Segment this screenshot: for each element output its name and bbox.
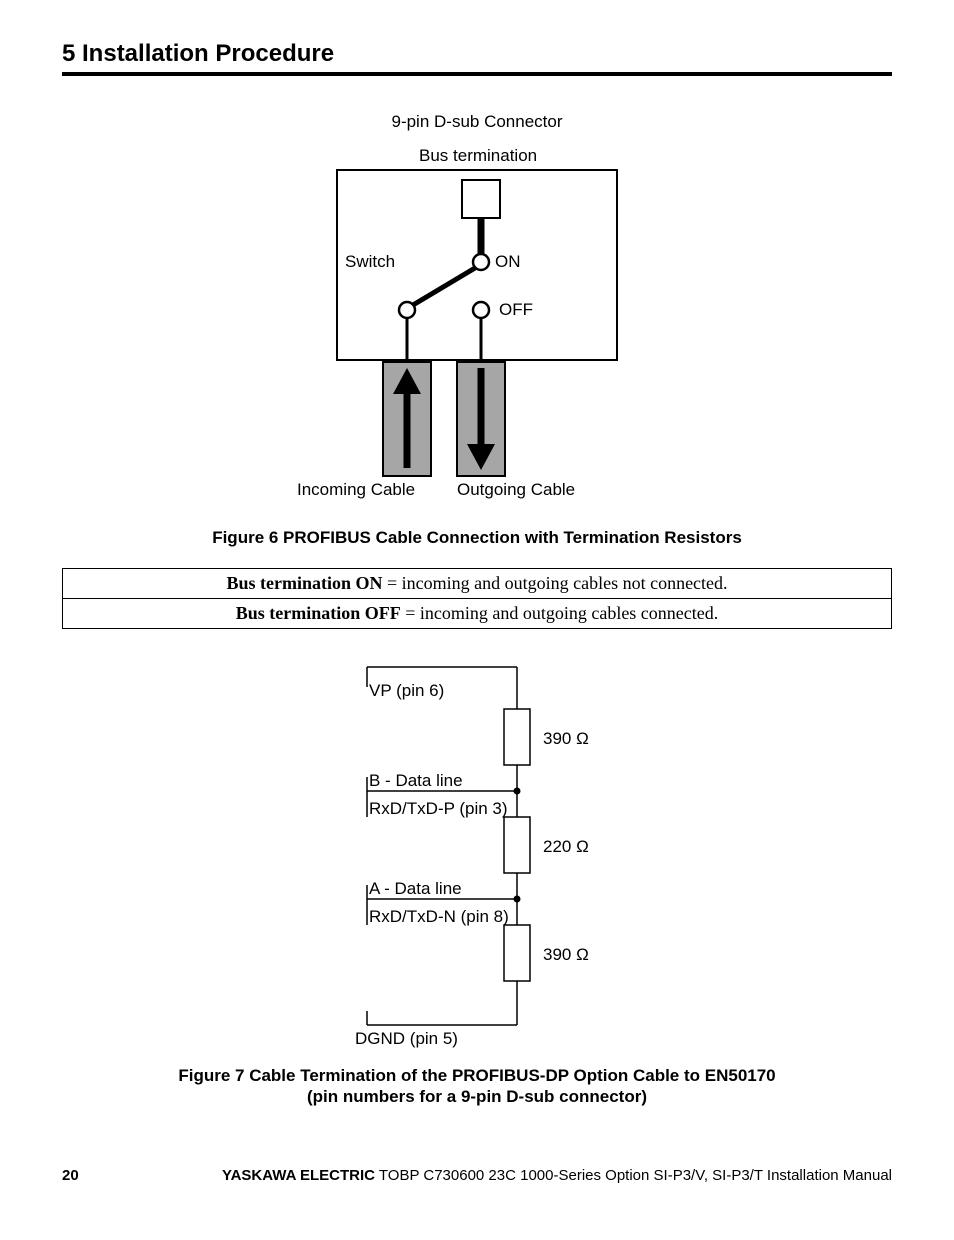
figure7-caption-line1: Figure 7 Cable Termination of the PROFIB…: [178, 1066, 775, 1085]
label-rxd-txd-n: RxD/TxD-N (pin 8): [369, 907, 509, 927]
footer-brand: YASKAWA ELECTRIC: [222, 1167, 375, 1184]
figure6-caption: Figure 6 PROFIBUS Cable Connection with …: [62, 528, 892, 548]
term-on-text: = incoming and outgoing cables not conne…: [382, 573, 727, 593]
figure7-svg: [307, 657, 647, 1057]
termination-table: Bus termination ON = incoming and outgoi…: [62, 568, 892, 629]
label-r390-top: 390 Ω: [543, 729, 589, 749]
figure6-diagram: Bus termination Switch ON OFF Incoming C…: [267, 140, 687, 520]
label-incoming-cable: Incoming Cable: [297, 480, 415, 500]
label-a-data-line: A - Data line: [369, 879, 462, 899]
label-dgnd: DGND (pin 5): [355, 1029, 458, 1049]
figure7-diagram: VP (pin 6) 390 Ω B - Data line RxD/TxD-P…: [307, 657, 647, 1057]
label-off: OFF: [499, 300, 533, 320]
page-number: 20: [62, 1167, 79, 1184]
table-row: Bus termination ON = incoming and outgoi…: [63, 569, 892, 599]
figure6-svg: [267, 140, 687, 520]
label-outgoing-cable: Outgoing Cable: [457, 480, 575, 500]
doc-line: YASKAWA ELECTRIC TOBP C730600 23C 1000-S…: [222, 1167, 892, 1184]
figure7-caption: Figure 7 Cable Termination of the PROFIB…: [62, 1065, 892, 1108]
section-heading: 5 Installation Procedure: [62, 40, 892, 76]
figure6-title-top: 9-pin D-sub Connector: [62, 112, 892, 132]
label-bus-termination: Bus termination: [419, 146, 537, 166]
term-off-bold: Bus termination OFF: [236, 603, 401, 623]
label-vp: VP (pin 6): [369, 681, 444, 701]
label-on: ON: [495, 252, 521, 272]
term-on-bold: Bus termination ON: [226, 573, 382, 593]
table-row: Bus termination OFF = incoming and outgo…: [63, 599, 892, 629]
label-switch: Switch: [345, 252, 395, 272]
label-b-data-line: B - Data line: [369, 771, 463, 791]
footer-doc: TOBP C730600 23C 1000-Series Option SI-P…: [375, 1167, 892, 1184]
label-r220: 220 Ω: [543, 837, 589, 857]
term-off-text: = incoming and outgoing cables connected…: [401, 603, 719, 623]
label-rxd-txd-p: RxD/TxD-P (pin 3): [369, 799, 508, 819]
label-r390-bot: 390 Ω: [543, 945, 589, 965]
page-footer: 20 YASKAWA ELECTRIC TOBP C730600 23C 100…: [62, 1167, 892, 1184]
figure7-caption-line2: (pin numbers for a 9-pin D-sub connector…: [307, 1087, 647, 1106]
